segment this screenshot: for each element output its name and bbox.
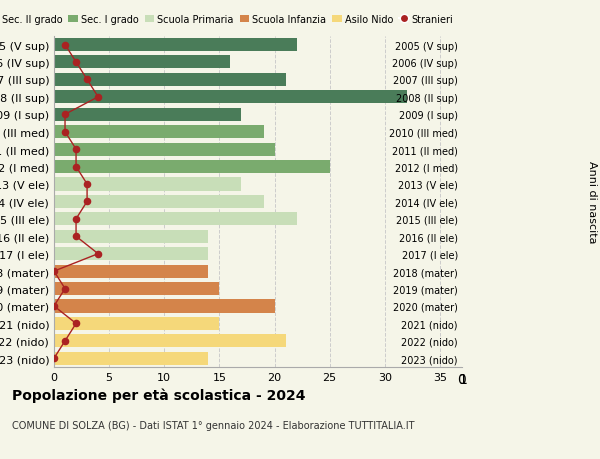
Bar [54, 108, 241, 122]
Bar [54, 196, 263, 208]
Bar [54, 178, 241, 191]
Legend: Sec. II grado, Sec. I grado, Scuola Primaria, Scuola Infanzia, Asilo Nido, Stran: Sec. II grado, Sec. I grado, Scuola Prim… [0, 11, 457, 28]
Point [60, 337, 70, 345]
Point [82, 181, 92, 188]
Bar [54, 265, 208, 278]
Bar [54, 126, 263, 139]
Bar [54, 213, 296, 226]
Point [60, 42, 70, 49]
Point [71, 146, 81, 153]
Point [71, 320, 81, 327]
Point [94, 251, 103, 258]
Point [82, 198, 92, 206]
Bar [54, 56, 230, 69]
Bar [54, 352, 208, 365]
Bar [54, 247, 208, 261]
Point [49, 355, 59, 362]
Bar [54, 143, 275, 157]
Point [60, 285, 70, 292]
Point [71, 59, 81, 67]
Bar [54, 74, 286, 87]
Point [60, 129, 70, 136]
Bar [54, 317, 220, 330]
Bar [54, 335, 286, 347]
Point [60, 112, 70, 119]
Text: COMUNE DI SOLZA (BG) - Dati ISTAT 1° gennaio 2024 - Elaborazione TUTTITALIA.IT: COMUNE DI SOLZA (BG) - Dati ISTAT 1° gen… [12, 420, 415, 430]
Point [71, 233, 81, 241]
Point [71, 216, 81, 223]
Point [49, 302, 59, 310]
Point [94, 94, 103, 101]
Bar [54, 230, 208, 243]
Point [82, 77, 92, 84]
Bar [54, 161, 329, 174]
Bar [54, 282, 220, 296]
Point [49, 268, 59, 275]
Bar [54, 91, 407, 104]
Bar [54, 300, 275, 313]
Point [71, 163, 81, 171]
Bar [54, 39, 296, 52]
Text: Popolazione per età scolastica - 2024: Popolazione per età scolastica - 2024 [12, 388, 305, 403]
Text: Anni di nascita: Anni di nascita [587, 161, 597, 243]
